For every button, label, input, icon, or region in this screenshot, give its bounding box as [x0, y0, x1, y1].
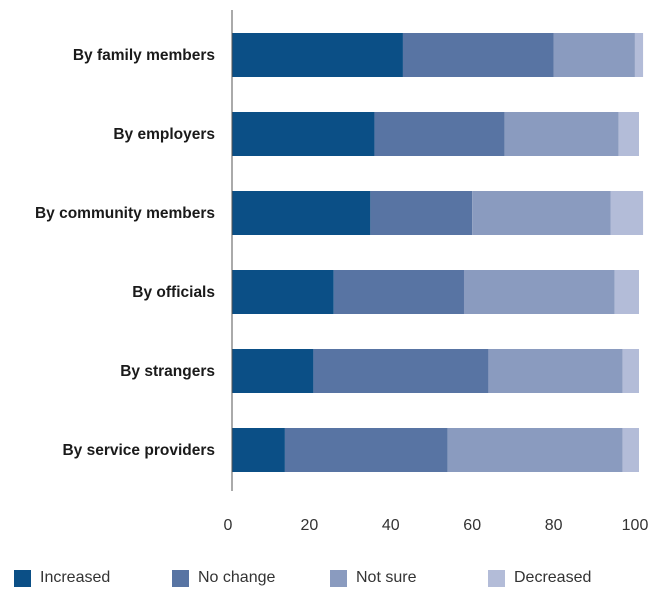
legend-label: Not sure [356, 569, 417, 586]
category-label: By strangers [120, 363, 215, 380]
category-label: By employers [113, 126, 215, 143]
bar-not-sure-4 [488, 349, 623, 393]
x-tick-label: 60 [463, 517, 481, 534]
bar-increased-3 [232, 270, 334, 314]
legend-item-increased: Increased [14, 569, 172, 587]
legend-item-decreased: Decreased [488, 569, 646, 587]
bar-decreased-5 [622, 428, 639, 472]
bar-no-change-0 [402, 33, 554, 77]
bar-not-sure-0 [553, 33, 635, 77]
category-label: By family members [73, 47, 215, 64]
bar-increased-0 [232, 33, 403, 77]
legend-item-not-sure: Not sure [330, 569, 488, 587]
bar-not-sure-5 [447, 428, 623, 472]
legend-swatch [172, 569, 189, 587]
bars-group [232, 33, 644, 472]
x-tick-label: 0 [224, 517, 233, 534]
bar-not-sure-1 [504, 112, 619, 156]
legend-label: Decreased [514, 569, 592, 586]
bar-decreased-4 [622, 349, 639, 393]
bar-no-change-4 [313, 349, 489, 393]
bar-no-change-2 [370, 191, 473, 235]
x-tick-label: 20 [301, 517, 319, 534]
bar-no-change-3 [333, 270, 464, 314]
bar-decreased-2 [610, 191, 644, 235]
bar-not-sure-2 [472, 191, 611, 235]
bar-increased-4 [232, 349, 314, 393]
legend-label: No change [198, 569, 276, 586]
bar-increased-5 [232, 428, 285, 472]
category-label: By service providers [62, 442, 215, 459]
legend-label: Increased [40, 569, 111, 586]
legend: Increased No change Not sure Decreased [14, 569, 646, 587]
bar-not-sure-3 [463, 270, 615, 314]
legend-item-no-change: No change [172, 569, 330, 587]
category-labels: By family members By employers By communit… [35, 47, 215, 459]
x-tick-label: 40 [382, 517, 400, 534]
bar-no-change-1 [374, 112, 505, 156]
x-tick-label: 100 [622, 517, 649, 534]
legend-swatch [488, 569, 505, 587]
category-label: By officials [132, 284, 215, 301]
bar-decreased-0 [634, 33, 644, 77]
bar-increased-1 [232, 112, 375, 156]
category-label: By community members [35, 205, 215, 222]
x-tick-labels: 0 20 40 60 80 100 [224, 517, 649, 534]
bar-no-change-5 [284, 428, 448, 472]
bar-decreased-3 [614, 270, 639, 314]
legend-swatch [14, 569, 31, 587]
x-tick-label: 80 [545, 517, 563, 534]
bar-decreased-1 [618, 112, 639, 156]
bar-increased-2 [232, 191, 371, 235]
legend-swatch [330, 569, 347, 587]
